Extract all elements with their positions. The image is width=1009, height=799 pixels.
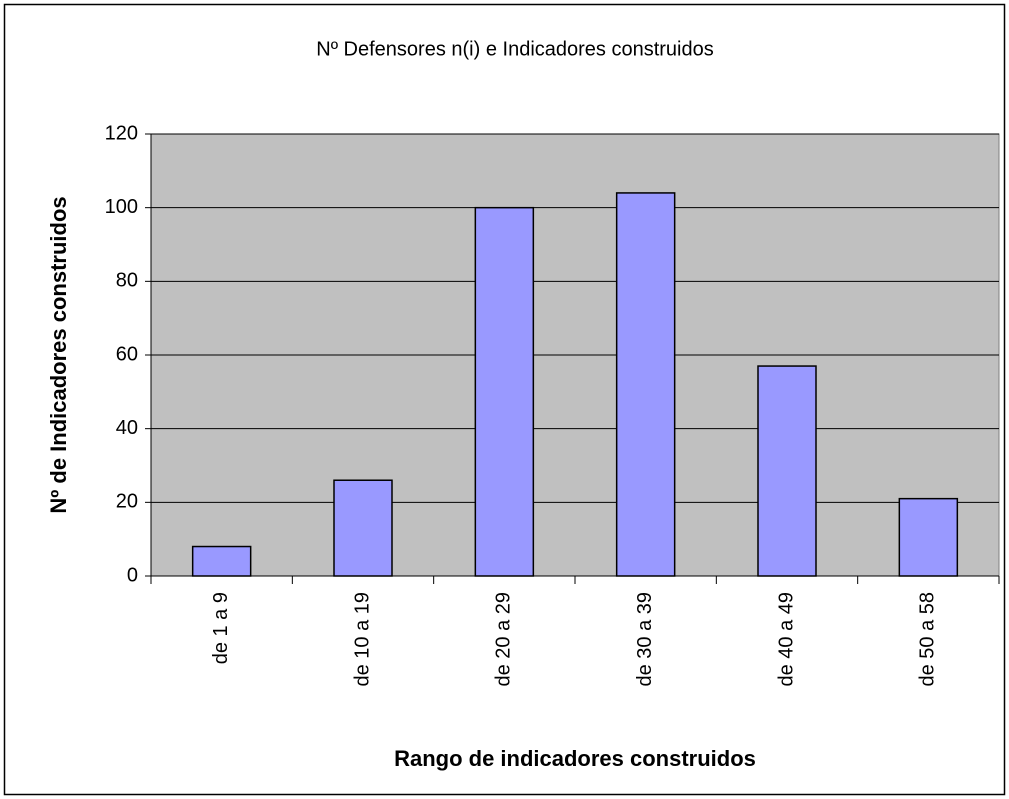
y-axis-label: Nº de Indicadores construidos	[46, 196, 71, 513]
x-tick-label: de 50 a 58	[917, 592, 939, 687]
y-tick-label: 100	[105, 196, 138, 218]
x-tick-label: de 30 a 39	[634, 592, 656, 687]
x-tick-label: de 40 a 49	[775, 592, 797, 687]
x-tick-label: de 20 a 29	[493, 592, 515, 687]
y-tick-label: 0	[127, 564, 138, 586]
x-tick-label: de 1 a 9	[210, 592, 232, 664]
y-tick-label: 80	[116, 270, 138, 292]
x-axis-label: Rango de indicadores construidos	[394, 746, 756, 771]
bar	[757, 365, 817, 577]
chart-title: Nº Defensores n(i) e Indicadores constru…	[316, 38, 714, 60]
y-tick-label: 120	[105, 122, 138, 144]
bar	[898, 497, 959, 577]
y-tick-label: 20	[116, 491, 138, 513]
bar	[474, 206, 535, 577]
bar	[333, 479, 393, 577]
y-tick-label: 40	[116, 417, 138, 439]
bar	[191, 545, 252, 577]
bar	[615, 192, 676, 577]
y-tick-label: 60	[116, 343, 138, 365]
x-tick-label: de 10 a 19	[351, 592, 373, 687]
